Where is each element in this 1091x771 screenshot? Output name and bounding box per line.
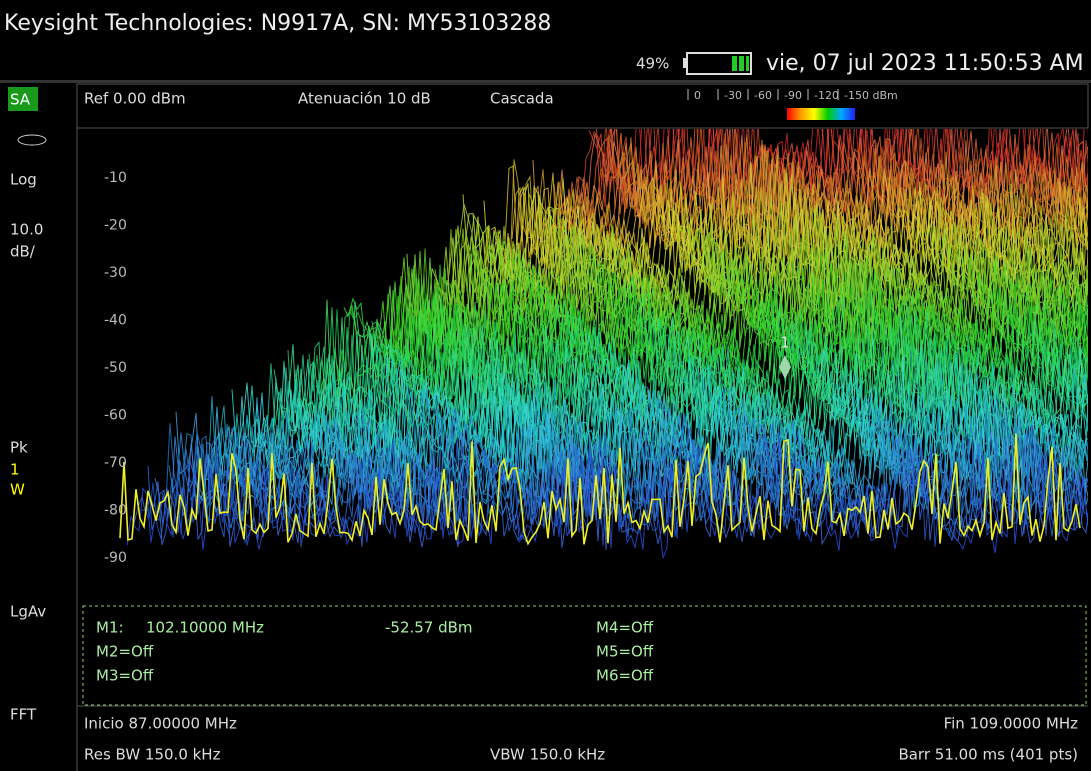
m1-frequency: 102.10000 MHz [146,619,264,637]
scale-label: -120 [814,89,839,102]
scale-label: -90 [784,89,802,102]
scale-label: -60 [754,89,772,102]
sidebar-label: Pk [10,439,28,457]
scale-label: -30 [724,89,742,102]
battery-percent: 49% [636,55,669,73]
marker-off: M3=Off [96,667,154,685]
color-bar [787,108,855,120]
stop-frequency: Fin 109.0000 MHz [944,715,1079,733]
y-label: -90 [104,550,127,566]
y-labels: -10 -20 -30 -40 -50 -60 -70 -80 -90 [104,170,127,566]
sidebar-label: dB/ [10,243,36,261]
page: Keysight Technologies: N9917A, SN: MY531… [0,0,1091,771]
divider [0,80,1091,83]
y-label: -20 [104,218,127,234]
marker-number: 1 [780,334,790,352]
y-label: -80 [104,503,127,519]
marker-off: M5=Off [596,643,654,661]
sidebar-label: LgAv [10,603,46,621]
y-label: -50 [104,360,127,376]
sweep-time: Barr 51.00 ms (401 pts) [898,746,1078,764]
scale-label: -150 dBm [844,89,898,102]
vbw: VBW 150.0 kHz [490,746,605,764]
y-label: -10 [104,170,127,186]
marker-off: M2=Off [96,643,154,661]
marker-off: M4=Off [596,619,654,637]
sidebar-label: Log [10,171,37,189]
sidebar-label: SA [10,91,31,109]
sidebar-label: FFT [10,706,37,724]
start-frequency: Inicio 87.00000 MHz [84,715,237,733]
scale-label: 0 [694,89,701,102]
rbw: Res BW 150.0 kHz [84,746,221,764]
attenuation: Atenuación 10 dB [298,90,431,108]
sidebar-label: 10.0 [10,221,43,239]
sidebar-label: 1 [10,461,20,479]
y-label: -40 [104,313,127,329]
m1-level: -52.57 dBm [385,619,473,637]
sidebar-label: W [10,481,25,499]
marker-off: M6=Off [596,667,654,685]
display-mode: Cascada [490,90,554,108]
datetime: vie, 07 jul 2023 11:50:53 AM [766,51,1084,76]
ref-level: Ref 0.00 dBm [84,90,186,108]
y-label: -30 [104,265,127,281]
title: Keysight Technologies: N9917A, SN: MY531… [4,11,551,36]
y-label: -70 [104,455,127,471]
analyzer-screen: Keysight Technologies: N9917A, SN: MY531… [0,0,1091,771]
m1-name: M1: [96,619,124,637]
y-label: -60 [104,408,127,424]
